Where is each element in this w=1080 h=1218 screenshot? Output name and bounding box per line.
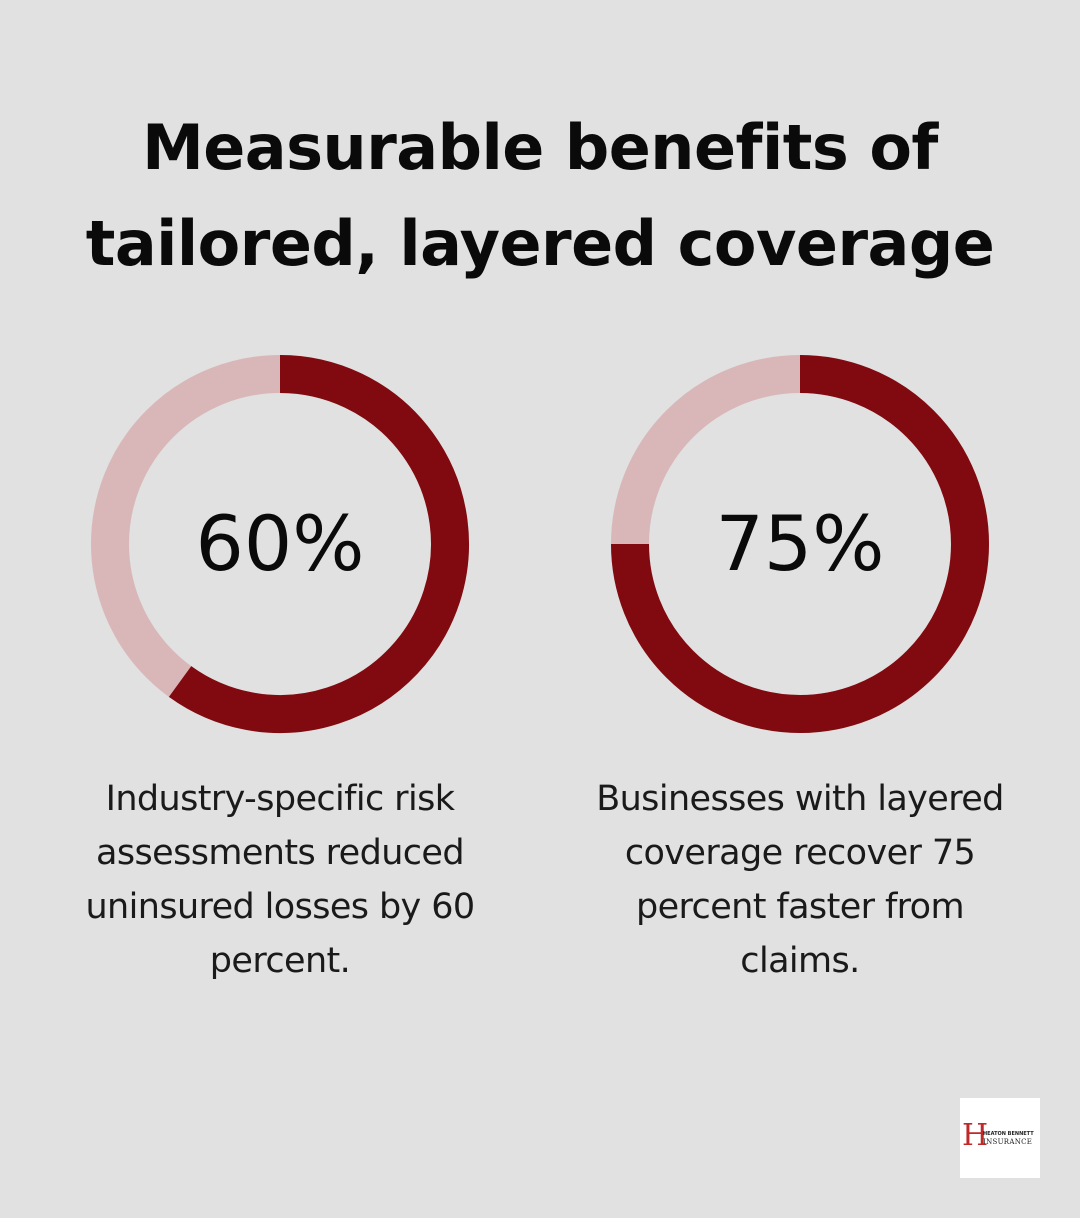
donut-chart-left: 60% (90, 354, 470, 734)
title-line-2: tailored, layered coverage (85, 207, 995, 280)
caption-right-line: percent faster from (635, 887, 965, 927)
page-title: Measurable benefits of tailored, layered… (0, 100, 1080, 292)
caption-left-line: percent. (209, 941, 351, 981)
caption-left-line: assessments reduced (96, 833, 465, 873)
caption-left: Industry-specific risk assessments reduc… (60, 772, 500, 988)
caption-right-line: claims. (740, 941, 860, 981)
logo-company-name: HEATON BENNETT (983, 1131, 1034, 1137)
donut-value-arc-right (611, 355, 989, 733)
donut-svg-right (611, 355, 989, 733)
donut-svg-left (91, 355, 469, 733)
caption-left-line: Industry-specific risk (105, 779, 455, 819)
caption-right-line: coverage recover 75 (624, 833, 976, 873)
caption-left-line: uninsured losses by 60 (85, 887, 475, 927)
caption-right: Businesses with layered coverage recover… (580, 772, 1020, 988)
donut-chart-right: 75% (610, 354, 990, 734)
donut-value-label-left: 60% (195, 499, 365, 588)
title-line-1: Measurable benefits of (142, 111, 938, 184)
donut-value-label-right: 75% (715, 499, 885, 588)
donut-value-arc-left (168, 355, 469, 733)
logo-letter: H (962, 1118, 989, 1153)
caption-right-line: Businesses with layered (596, 779, 1004, 819)
company-logo: H HEATON BENNETT INSURANCE (960, 1098, 1040, 1178)
logo-company-type: INSURANCE (983, 1138, 1033, 1146)
